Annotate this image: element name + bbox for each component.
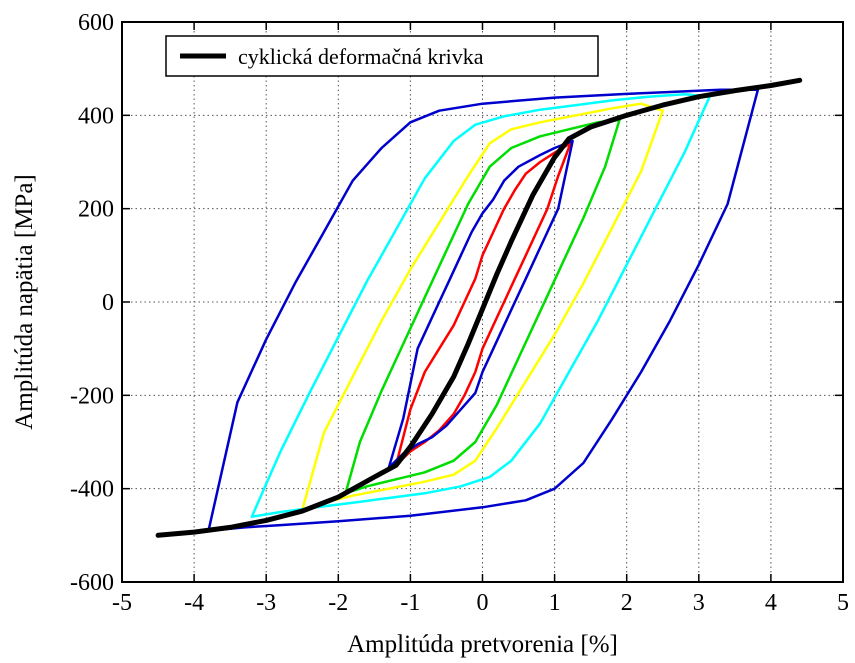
cyclic-curve-line bbox=[155, 77, 803, 538]
hysteresis-loop-4 bbox=[301, 102, 665, 511]
x-tick-label: 5 bbox=[837, 590, 849, 616]
x-tick-label: -3 bbox=[256, 590, 276, 616]
x-tick-label: -5 bbox=[112, 590, 132, 616]
legend-label: cyklická deformačná krivka bbox=[238, 44, 484, 69]
x-tick-label: 1 bbox=[549, 590, 561, 616]
x-tick-label: 4 bbox=[765, 590, 777, 616]
x-tick-label: 0 bbox=[477, 590, 489, 616]
x-tick-label: 3 bbox=[693, 590, 705, 616]
y-tick-label: 400 bbox=[78, 103, 114, 129]
hysteresis-loop-2 bbox=[387, 139, 574, 469]
y-tick-label: 600 bbox=[78, 10, 114, 36]
series-group bbox=[155, 77, 803, 538]
x-axis-title: Amplitúda pretvorenia [%] bbox=[347, 631, 618, 658]
axis-ticks: -5 -4 -3 -2 -1 0 1 2 3 4 5 -600 -400 -200 0 200 400 600 bbox=[70, 10, 849, 616]
x-tick-label: -2 bbox=[328, 590, 348, 616]
legend-box bbox=[165, 35, 599, 77]
y-tick-label: -200 bbox=[70, 383, 114, 409]
y-tick-label: 0 bbox=[102, 290, 114, 316]
x-tick-label: 2 bbox=[621, 590, 633, 616]
y-tick-label: 200 bbox=[78, 197, 114, 223]
grid bbox=[122, 22, 843, 582]
x-tick-label: -1 bbox=[400, 590, 420, 616]
y-tick-label: -600 bbox=[70, 570, 114, 596]
y-axis-title: Amplitúda napätia [MPa] bbox=[11, 174, 38, 430]
x-tick-label: -4 bbox=[184, 590, 204, 616]
legend: cyklická deformačná krivka bbox=[165, 35, 599, 77]
y-tick-label: -400 bbox=[70, 477, 114, 503]
hysteresis-loop-1 bbox=[394, 142, 572, 467]
